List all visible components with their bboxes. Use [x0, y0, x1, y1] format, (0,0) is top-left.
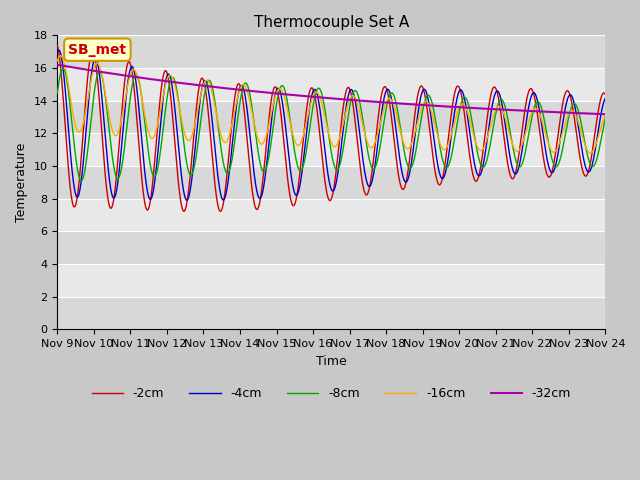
Bar	[58, 297, 605, 329]
-16cm	[116, 123, 124, 129]
-32cm	[532, 108, 540, 114]
-4cm	[602, 96, 609, 101]
-2cm	[148, 182, 156, 188]
-4cm	[591, 149, 598, 155]
-8cm	[116, 171, 124, 177]
-32cm	[591, 111, 598, 117]
Line: -8cm: -8cm	[58, 69, 605, 181]
-4cm	[288, 176, 296, 181]
-32cm	[116, 72, 124, 78]
-16cm	[602, 113, 609, 119]
Line: -32cm: -32cm	[58, 65, 605, 114]
Bar	[58, 264, 605, 297]
-4cm	[183, 197, 191, 203]
Legend: -2cm, -4cm, -8cm, -16cm, -32cm: -2cm, -4cm, -8cm, -16cm, -32cm	[86, 383, 576, 406]
-2cm	[602, 91, 609, 97]
-16cm	[57, 53, 65, 59]
Title: Thermocouple Set A: Thermocouple Set A	[253, 15, 409, 30]
-16cm	[54, 58, 61, 64]
-2cm	[54, 43, 61, 48]
-2cm	[532, 100, 540, 106]
-32cm	[602, 111, 609, 117]
Bar	[58, 68, 605, 101]
-32cm	[287, 92, 295, 98]
-8cm	[54, 90, 61, 96]
-8cm	[591, 162, 598, 168]
-16cm	[586, 150, 594, 156]
-8cm	[288, 128, 296, 133]
-4cm	[116, 160, 124, 166]
Y-axis label: Temperature: Temperature	[15, 143, 28, 222]
-16cm	[532, 106, 540, 111]
-8cm	[264, 159, 272, 165]
Bar	[58, 101, 605, 133]
-2cm	[287, 199, 295, 205]
-8cm	[77, 178, 85, 184]
-2cm	[216, 208, 224, 214]
-32cm	[264, 90, 271, 96]
-16cm	[148, 135, 156, 141]
-16cm	[287, 126, 295, 132]
Bar	[58, 133, 605, 166]
Bar	[58, 231, 605, 264]
Line: -4cm: -4cm	[58, 50, 605, 200]
-8cm	[602, 116, 609, 121]
-8cm	[149, 172, 157, 178]
-4cm	[264, 151, 272, 156]
Line: -2cm: -2cm	[58, 46, 605, 211]
-4cm	[55, 48, 63, 53]
-8cm	[60, 66, 67, 72]
Bar	[58, 36, 605, 68]
-2cm	[116, 132, 124, 138]
X-axis label: Time: Time	[316, 355, 347, 368]
-16cm	[591, 144, 598, 150]
Line: -16cm: -16cm	[58, 56, 605, 153]
-4cm	[532, 93, 540, 98]
-32cm	[148, 76, 156, 82]
-16cm	[264, 127, 271, 133]
-4cm	[54, 49, 61, 55]
-4cm	[148, 192, 156, 197]
Bar	[58, 166, 605, 199]
-8cm	[532, 101, 540, 107]
-32cm	[54, 62, 61, 68]
-2cm	[264, 128, 271, 134]
Bar	[58, 199, 605, 231]
Text: SB_met: SB_met	[68, 43, 127, 57]
-2cm	[591, 132, 598, 138]
